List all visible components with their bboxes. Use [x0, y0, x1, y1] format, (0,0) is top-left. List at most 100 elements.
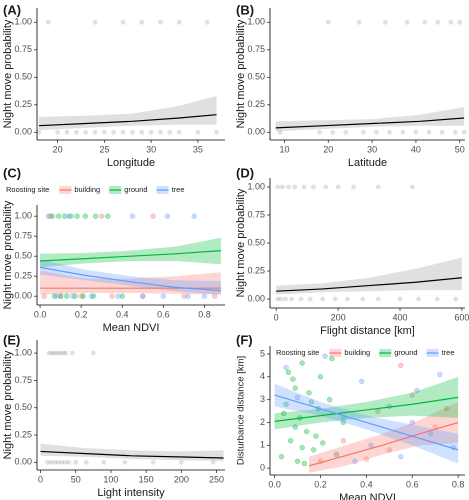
data-point	[386, 447, 392, 453]
data-point	[55, 459, 61, 465]
y-tick-label: 0.25	[247, 99, 265, 109]
data-point	[292, 385, 298, 391]
data-point	[185, 293, 191, 299]
data-point	[313, 433, 319, 439]
x-tick-label: 250	[209, 474, 224, 484]
data-point	[66, 459, 72, 465]
data-point	[453, 296, 459, 302]
y-tick-label: 0.75	[14, 375, 32, 385]
data-point	[167, 129, 173, 135]
data-point	[101, 459, 107, 465]
data-point	[320, 440, 326, 446]
data-point	[120, 129, 126, 135]
data-point	[158, 129, 163, 135]
data-point	[426, 129, 432, 135]
data-point	[278, 454, 285, 460]
data-point	[191, 213, 197, 219]
data-point	[90, 350, 96, 356]
data-point	[52, 459, 58, 465]
data-point	[301, 184, 307, 190]
data-point	[49, 213, 56, 219]
y-tick-label: 3	[260, 394, 265, 404]
data-point	[290, 376, 296, 382]
y-tick-label: 0.00	[247, 127, 265, 137]
x-tick-label: 30	[367, 144, 377, 154]
data-point	[457, 19, 463, 25]
data-point	[105, 213, 111, 219]
y-tick-label: 0.75	[14, 44, 32, 54]
data-point	[59, 459, 65, 465]
panel: (E) 0.00 0.25 0.50 0.75 1.00 0 50 100 150 200 250 Li…	[2, 332, 225, 499]
fit-line	[308, 421, 459, 467]
data-point	[115, 293, 121, 299]
x-tick-label: 150	[139, 474, 154, 484]
data-point	[78, 293, 84, 299]
y-tick-label: 1.00	[14, 347, 32, 357]
data-point	[299, 444, 305, 451]
x-tick-label: 0.8	[198, 309, 211, 319]
data-point	[53, 293, 60, 299]
data-point	[283, 296, 288, 302]
data-point	[344, 296, 350, 302]
panel: (B) 0.00 0.25 0.50 0.75 1.00 10 20 30 40 50 Latitud…	[235, 2, 467, 169]
x-tick-label: 0.4	[116, 309, 129, 319]
confidence-band	[40, 237, 221, 268]
y-tick-label: 0	[260, 463, 265, 473]
x-tick-label: 35	[193, 144, 203, 154]
data-point	[292, 184, 298, 190]
data-point	[437, 371, 443, 378]
data-point	[41, 293, 47, 299]
data-point	[443, 406, 450, 412]
data-point	[277, 129, 283, 135]
data-point	[285, 369, 292, 375]
data-point	[92, 129, 98, 135]
y-tick-label: 0.50	[14, 402, 32, 412]
panel-label: (E)	[3, 332, 20, 347]
data-point	[283, 401, 289, 407]
x-axis-label: Flight distance [km]	[320, 325, 415, 337]
data-point	[286, 184, 291, 190]
data-point	[326, 397, 333, 403]
fit-line	[40, 250, 221, 262]
data-point	[139, 129, 145, 135]
panel: (F) 0 1 2 3 4 5 0.0 0.2 0.4 0.6 0.8 Mean NDVI Disturb…	[236, 332, 465, 500]
x-tick-label: 20	[323, 144, 333, 154]
y-tick-label: 0.50	[247, 72, 265, 82]
data-point	[275, 296, 281, 302]
y-tick-label: 2	[260, 417, 265, 427]
y-tick-label: 1.00	[247, 17, 265, 27]
x-tick-label: 10	[279, 144, 289, 154]
data-point	[204, 19, 210, 25]
data-point	[400, 129, 406, 135]
data-point	[181, 293, 187, 299]
x-tick-label: 25	[99, 144, 109, 154]
panel-label: (F)	[236, 332, 253, 347]
x-tick-label: 200	[174, 474, 189, 484]
x-tick-label: 0	[38, 474, 43, 484]
data-point	[49, 350, 55, 356]
x-tick-label: 50	[455, 144, 465, 154]
x-tick-label: 0	[274, 312, 279, 322]
data-point	[359, 378, 365, 385]
data-point	[57, 293, 64, 299]
x-axis-label: Mean NDVI	[103, 322, 160, 334]
data-point	[57, 350, 63, 356]
data-point	[164, 213, 171, 219]
confidence-band	[276, 257, 462, 295]
y-tick-label: 0.00	[14, 291, 32, 301]
confidence-band	[275, 107, 465, 132]
x-tick-label: 0.0	[34, 309, 47, 319]
panel: (D) 0.00 0.25 0.50 0.75 1.00 0 200 400 600 Flight …	[235, 165, 469, 336]
data-point	[150, 213, 156, 219]
data-point	[195, 129, 201, 135]
x-tick-label: 0.6	[157, 309, 170, 319]
y-tick-label: 0.50	[247, 237, 265, 247]
y-tick-label: 0.75	[247, 44, 265, 54]
y-tick-label: 0.00	[247, 293, 265, 303]
data-point	[368, 442, 374, 448]
data-point	[360, 129, 366, 135]
data-point	[427, 431, 434, 437]
data-point	[119, 293, 125, 299]
data-point	[320, 296, 326, 302]
data-point	[409, 184, 415, 190]
